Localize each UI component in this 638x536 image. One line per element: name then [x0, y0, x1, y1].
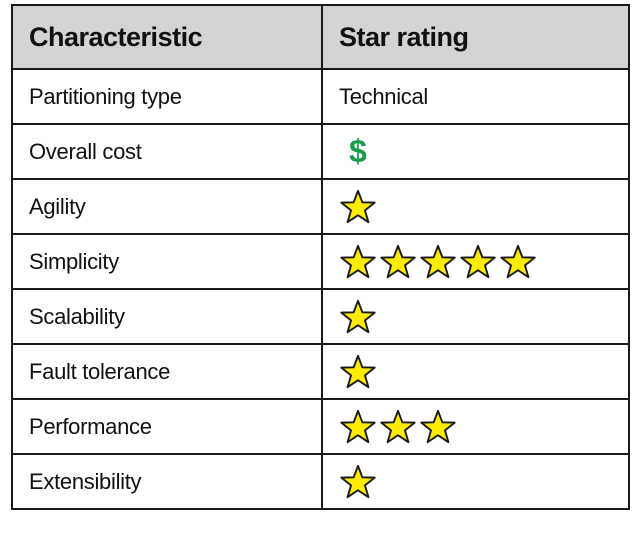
row-label: Scalability	[11, 288, 323, 345]
star-icon	[500, 244, 536, 278]
table-row: Partitioning type Technical	[11, 68, 630, 125]
row-label: Fault tolerance	[11, 343, 323, 400]
dollar-icon: $	[349, 133, 367, 169]
row-rating	[321, 288, 630, 345]
table-row: Performance	[11, 398, 630, 455]
header-characteristic: Characteristic	[11, 4, 323, 70]
row-rating	[321, 343, 630, 400]
table-row: Overall cost $	[11, 123, 630, 180]
header-row: Characteristic Star rating	[11, 4, 630, 70]
row-label: Performance	[11, 398, 323, 455]
star-icon	[340, 189, 376, 223]
star-icon	[340, 244, 376, 278]
row-rating	[321, 178, 630, 235]
star-icon	[380, 244, 416, 278]
row-value: $	[321, 123, 630, 180]
row-rating	[321, 453, 630, 510]
row-rating	[321, 233, 630, 290]
star-icon	[340, 464, 376, 498]
star-icon	[340, 354, 376, 388]
row-label: Partitioning type	[11, 68, 323, 125]
star-rating	[339, 463, 628, 501]
row-value: Technical	[321, 68, 630, 125]
star-icon	[340, 299, 376, 333]
row-label: Overall cost	[11, 123, 323, 180]
star-icon	[460, 244, 496, 278]
table-row: Agility	[11, 178, 630, 235]
table-row: Extensibility	[11, 453, 630, 510]
row-label: Agility	[11, 178, 323, 235]
star-icon	[340, 409, 376, 443]
characteristics-table: Characteristic Star rating Partitioning …	[11, 4, 630, 510]
star-icon	[380, 409, 416, 443]
star-rating	[339, 188, 628, 226]
star-icon	[420, 409, 456, 443]
row-label: Extensibility	[11, 453, 323, 510]
star-rating	[339, 408, 628, 446]
star-icon	[420, 244, 456, 278]
row-label: Simplicity	[11, 233, 323, 290]
star-rating	[339, 243, 628, 281]
row-rating	[321, 398, 630, 455]
star-rating	[339, 298, 628, 336]
table-row: Scalability	[11, 288, 630, 345]
table-row: Fault tolerance	[11, 343, 630, 400]
star-rating	[339, 353, 628, 391]
header-star-rating: Star rating	[321, 4, 630, 70]
table-row: Simplicity	[11, 233, 630, 290]
